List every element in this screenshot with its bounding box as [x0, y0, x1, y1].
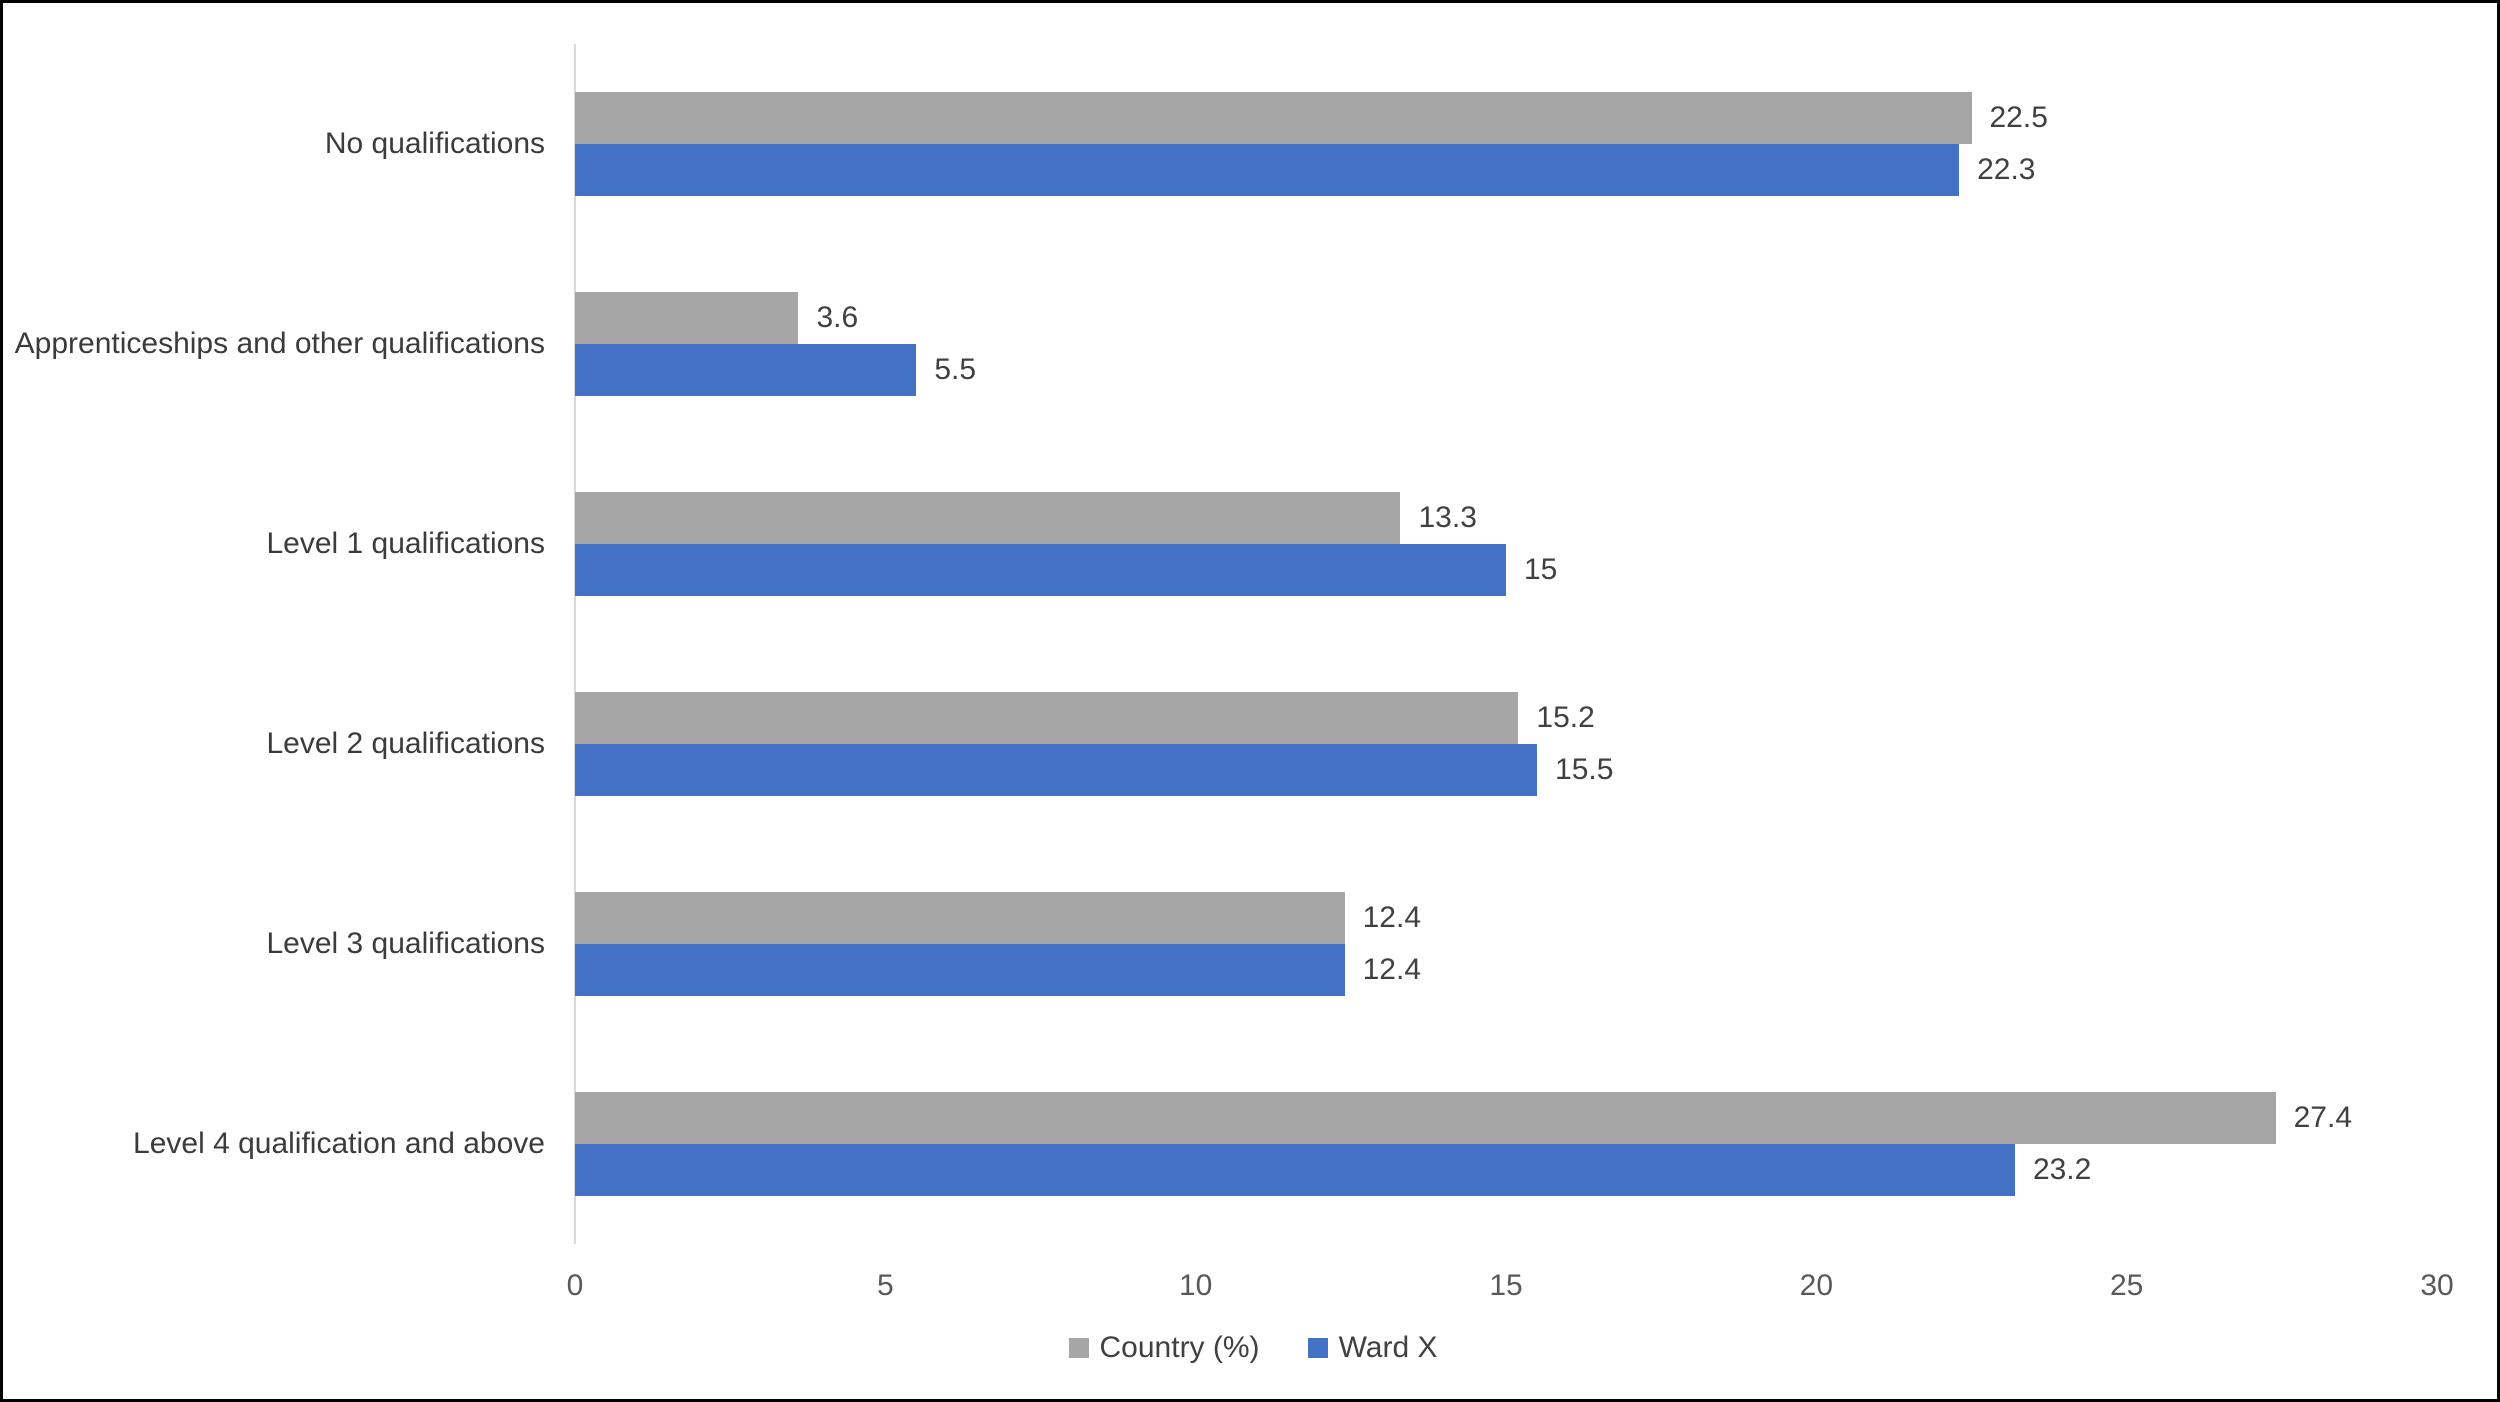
bar-line: 15.2	[575, 692, 2437, 744]
value-label: 13.3	[1418, 501, 1477, 534]
bar-group: 3.6 5.5	[575, 244, 2437, 444]
bar-country	[575, 1092, 2276, 1144]
bar-country	[575, 292, 799, 344]
bar-row: Level 1 qualifications 13.3 15	[3, 444, 2437, 644]
bar-country	[575, 92, 1972, 144]
category-label: Apprenticeships and other qualifications	[14, 326, 545, 360]
bar-group: 13.3 15	[575, 444, 2437, 644]
bar-line: 15.5	[575, 744, 2437, 796]
bar-group: 22.5 22.3	[575, 44, 2437, 244]
bar-line: 3.6	[575, 292, 2437, 344]
bar-group: 27.4 23.2	[575, 1044, 2437, 1244]
bar-line: 22.5	[575, 92, 2437, 144]
bar-line: 22.3	[575, 144, 2437, 196]
y-axis-line	[574, 44, 576, 1244]
bar-ward-x	[575, 344, 917, 396]
bar-ward-x	[575, 944, 1345, 996]
category-label: No qualifications	[324, 126, 545, 160]
tick-label: 20	[1799, 1269, 1834, 1302]
category-label: Level 2 qualifications	[266, 726, 545, 760]
value-label: 12.4	[1362, 901, 1422, 934]
bar-country	[575, 892, 1345, 944]
value-label: 3.6	[816, 301, 859, 334]
legend-label: Ward X	[1338, 1331, 1438, 1364]
bar-line: 12.4	[575, 892, 2437, 944]
plot-area: No qualifications 22.5 22.3 Apprenticeships…	[3, 44, 2437, 1244]
value-label: 12.4	[1362, 953, 1422, 986]
legend-item: Country (%)	[1068, 1331, 1260, 1365]
value-label: 5.5	[934, 353, 977, 386]
bar-line: 23.2	[575, 1144, 2437, 1196]
bar-row: Level 2 qualifications 15.2 15.5	[3, 644, 2437, 844]
legend-label: Country (%)	[1099, 1331, 1260, 1364]
legend-swatch	[1307, 1338, 1328, 1358]
bar-row: No qualifications 22.5 22.3	[3, 44, 2437, 244]
value-label: 15	[1524, 553, 1558, 586]
value-label: 15.2	[1536, 701, 1595, 734]
bar-row: Apprenticeships and other qualifications…	[3, 244, 2437, 444]
bar-country	[575, 692, 1519, 744]
bar-country	[575, 492, 1401, 544]
value-label: 22.3	[1977, 153, 2036, 186]
x-axis: 0 5 10 15 20 25 30	[567, 1269, 2454, 1309]
tick-label: 0	[566, 1269, 584, 1302]
bar-line: 15	[575, 544, 2437, 596]
bar-line: 13.3	[575, 492, 2437, 544]
value-label: 23.2	[2032, 1153, 2092, 1186]
legend-item: Ward X	[1307, 1331, 1438, 1365]
category-label: Level 1 qualifications	[266, 526, 545, 560]
bar-line: 27.4	[575, 1092, 2437, 1144]
tick-label: 25	[2109, 1269, 2144, 1302]
bar-ward-x	[575, 744, 1538, 796]
value-label: 27.4	[2293, 1101, 2353, 1134]
tick-label: 10	[1178, 1269, 1213, 1302]
legend: Country (%) Ward X	[3, 1331, 2500, 1365]
category-label: Level 3 qualifications	[266, 926, 545, 960]
bar-line: 5.5	[575, 344, 2437, 396]
bar-group: 12.4 12.4	[575, 844, 2437, 1044]
bar-ward-x	[575, 1144, 2015, 1196]
value-label: 15.5	[1555, 753, 1614, 786]
tick-label: 5	[876, 1269, 894, 1302]
legend-swatch	[1068, 1338, 1089, 1358]
tick-label: 15	[1489, 1269, 1523, 1302]
category-label: Level 4 qualification and above	[133, 1126, 545, 1160]
bar-ward-x	[575, 544, 1506, 596]
tick-label: 30	[2420, 1269, 2454, 1302]
bar-row: Level 4 qualification and above 27.4 23.2	[3, 1044, 2437, 1244]
bar-row: Level 3 qualifications 12.4 12.4	[3, 844, 2437, 1044]
value-label: 22.5	[1989, 101, 2048, 134]
bar-ward-x	[575, 144, 1960, 196]
bar-line: 12.4	[575, 944, 2437, 996]
bar-group: 15.2 15.5	[575, 644, 2437, 844]
